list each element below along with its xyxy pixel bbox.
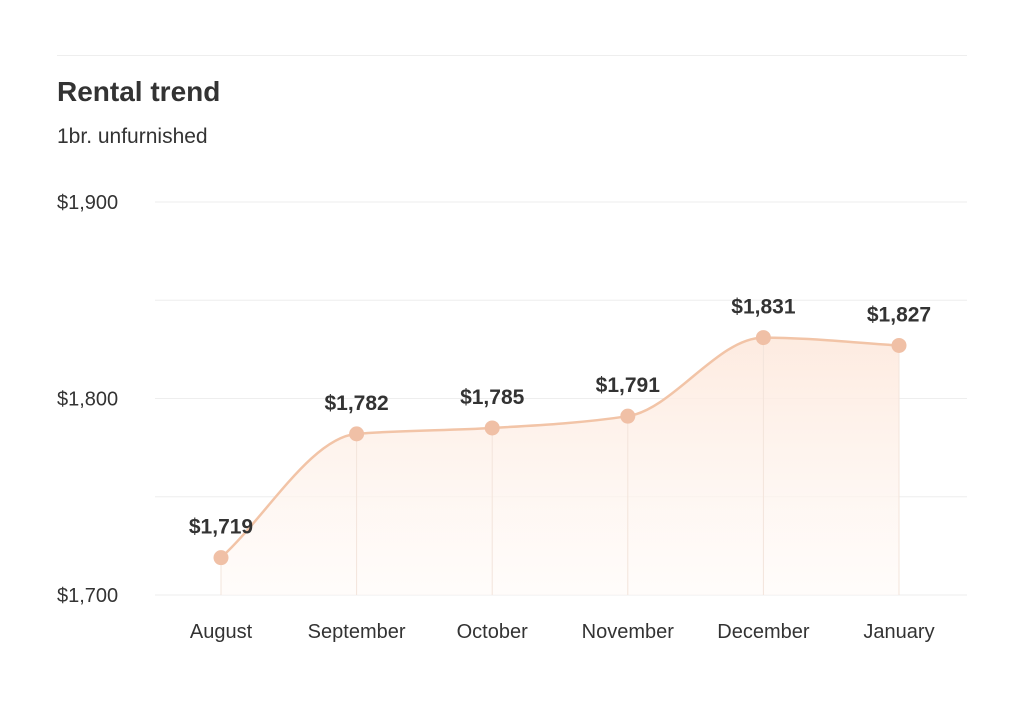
x-tick-label: September bbox=[308, 621, 406, 643]
top-divider bbox=[57, 55, 967, 56]
x-tick-label: November bbox=[582, 621, 675, 643]
y-axis: $1,700 $1,800 $1,900 bbox=[57, 192, 118, 607]
area-layer bbox=[221, 337, 899, 595]
x-tick-label: August bbox=[190, 621, 253, 643]
area-fill bbox=[221, 337, 899, 595]
points-layer bbox=[213, 330, 907, 566]
y-tick-label: $1,700 bbox=[57, 585, 118, 607]
x-tick-label: October bbox=[457, 621, 528, 643]
data-label: $1,719 bbox=[189, 516, 253, 539]
data-point[interactable] bbox=[213, 550, 229, 566]
x-tick-label: January bbox=[863, 621, 934, 643]
y-tick-label: $1,900 bbox=[57, 192, 118, 214]
y-tick-label: $1,800 bbox=[57, 389, 118, 411]
x-tick-label: December bbox=[717, 621, 810, 643]
data-point[interactable] bbox=[891, 337, 907, 353]
data-point[interactable] bbox=[349, 426, 365, 442]
data-label: $1,791 bbox=[596, 374, 661, 397]
data-label: $1,782 bbox=[324, 392, 388, 415]
data-point[interactable] bbox=[620, 408, 636, 424]
chart-subtitle: 1br. unfurnished bbox=[57, 125, 208, 148]
data-label: $1,831 bbox=[731, 296, 796, 319]
chart-title: Rental trend bbox=[57, 76, 221, 107]
data-label: $1,827 bbox=[867, 303, 931, 326]
data-labels: $1,719 $1,782 $1,785 $1,791 $1,831 $1,827 bbox=[189, 296, 931, 539]
x-axis: August September October November December Ja… bbox=[190, 621, 935, 643]
data-point[interactable] bbox=[484, 420, 500, 436]
data-label: $1,785 bbox=[460, 386, 525, 409]
data-point[interactable] bbox=[755, 330, 771, 346]
